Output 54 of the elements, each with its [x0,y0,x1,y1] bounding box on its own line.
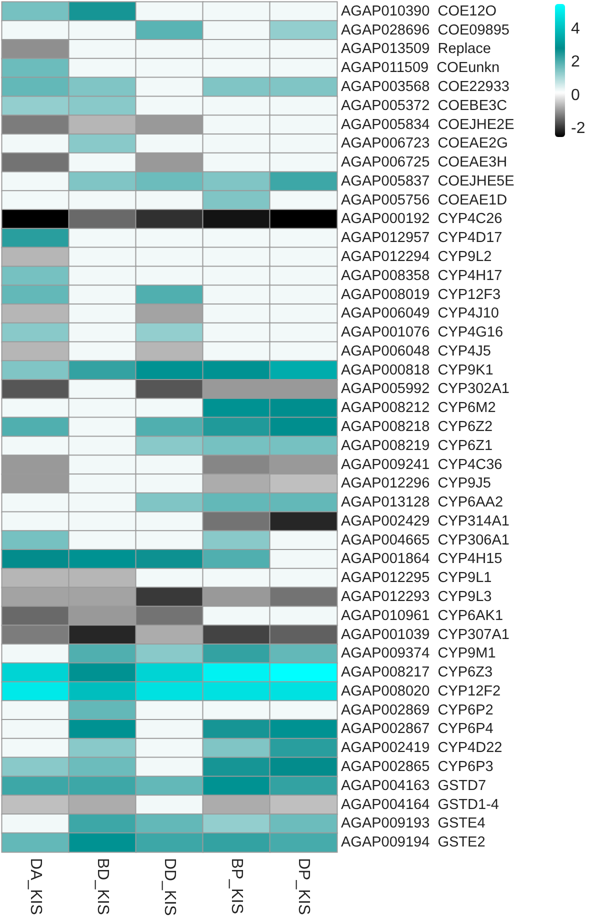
y-tick-label: AGAP002865 CYP6P3 [341,759,494,775]
x-tick-label: DD_KIS [161,858,178,916]
y-tick-label: AGAP000192 CYP4C26 [341,211,502,228]
y-tick-label: AGAP009241 CYP4C36 [341,456,502,473]
x-tick-label: BP_KIS [228,858,245,914]
y-tick-label: AGAP005837 COEJHE5E [341,173,515,190]
y-tick-label: AGAP005834 COEJHE2E [341,116,515,133]
y-tick-label: AGAP002419 CYP4D22 [341,740,502,756]
y-tick-label: AGAP004164 GSTD1-4 [341,796,499,813]
x-tick-label: DA_KIS [27,858,44,915]
y-tick-label: AGAP005372 COEBE3C [341,98,508,114]
y-tick-label: AGAP000818 CYP9K1 [341,362,494,378]
y-tick-label: AGAP008218 CYP6Z2 [341,419,493,435]
y-tick-label: AGAP008358 CYP4H17 [341,268,502,284]
y-tick-label: AGAP009194 GSTE2 [341,834,486,851]
y-tick-label: AGAP004665 CYP306A1 [341,532,510,548]
y-tick-label: AGAP004163 GSTD7 [341,778,486,794]
y-tick-label: AGAP010961 CYP6AK1 [341,608,504,624]
y-tick-label: AGAP008219 CYP6Z1 [341,438,493,454]
y-tick-label: AGAP002867 CYP6P4 [341,721,494,738]
y-tick-label: AGAP005992 CYP302A1 [341,381,510,398]
y-tick-label: AGAP011509 COEunkn [341,60,500,76]
y-tick-label: AGAP009374 CYP9M1 [341,646,496,662]
color-bar-label: -2 [571,120,586,138]
y-tick-label: AGAP012293 CYP9L3 [341,589,492,605]
y-tick-label: AGAP001039 CYP307A1 [341,626,510,643]
y-tick-label: AGAP008212 CYP6M2 [341,400,496,416]
color-bar-label: 2 [571,54,580,71]
color-bar-label: 4 [571,20,580,38]
y-tick-label: AGAP010390 COE12O [341,3,497,20]
y-tick-label: AGAP001076 CYP4G16 [341,324,504,341]
y-tick-label: AGAP028696 COE09895 [341,22,510,38]
y-tick-label: AGAP003568 COE22933 [341,79,510,95]
y-tick-label: AGAP012295 CYP9L1 [341,570,492,586]
y-tick-label: AGAP005756 COEAE1D [341,192,508,208]
x-tick-label: DP_KIS [295,858,312,915]
y-tick-label: AGAP012957 CYP4D17 [341,230,502,246]
y-tick-label: AGAP013128 CYP6AA2 [341,494,504,511]
x-tick-label: BD_KIS [94,858,111,915]
y-tick-label: AGAP008019 CYP12F3 [341,286,501,303]
y-tick-label: AGAP009193 GSTE4 [341,816,486,832]
y-tick-label: AGAP006723 COEAE2G [341,136,508,152]
y-tick-label: AGAP006725 COEAE3H [341,154,508,171]
y-tick-label: AGAP001864 CYP4H15 [341,551,502,568]
y-tick-label: AGAP008217 CYP6Z3 [341,664,493,681]
color-bar-label: 0 [571,86,580,104]
y-tick-label: AGAP012294 CYP9L2 [341,249,492,265]
y-tick-label: AGAP006049 CYP4J10 [341,306,499,322]
y-tick-label: AGAP008020 CYP12F2 [341,683,501,700]
y-tick-label: AGAP012296 CYP9J5 [341,476,491,492]
y-tick-label: AGAP002429 CYP314A1 [341,513,510,530]
y-tick-label: AGAP002869 CYP6P2 [341,702,494,718]
y-tick-label: AGAP013509 Replace [341,41,491,58]
y-tick-label: AGAP006048 CYP4J5 [341,343,491,360]
